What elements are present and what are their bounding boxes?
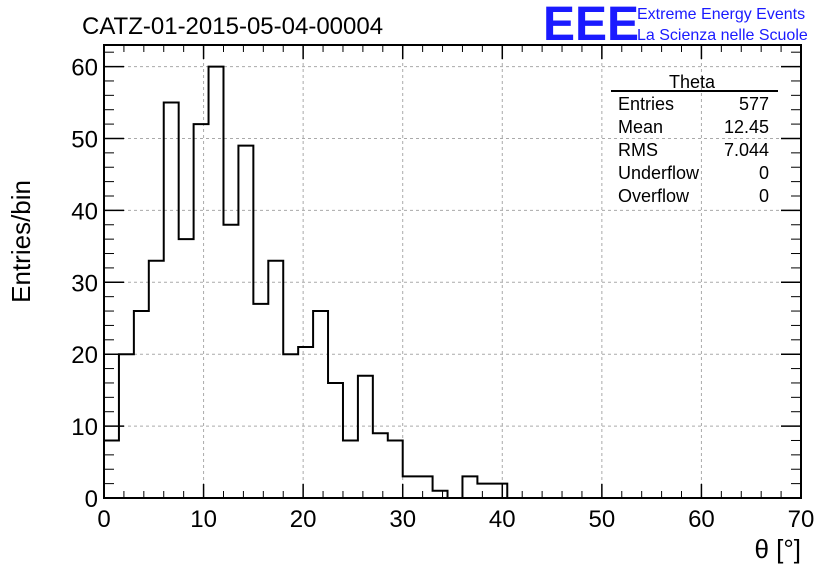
x-tick-label: 10 — [190, 506, 217, 533]
x-tick-label: 20 — [290, 506, 317, 533]
histogram-bin — [253, 304, 268, 498]
x-tick-label: 60 — [688, 506, 715, 533]
x-axis-title: θ [°] — [754, 534, 801, 564]
stats-row-label: Underflow — [618, 163, 700, 183]
x-tick-label: 0 — [97, 506, 110, 533]
histogram-bin — [149, 261, 164, 498]
histogram-bin — [388, 440, 403, 498]
y-tick-label: 0 — [85, 486, 98, 513]
stats-row-value: 12.45 — [724, 117, 769, 137]
histogram-bin — [328, 383, 343, 498]
histogram-bin — [194, 124, 209, 498]
stats-row-value: 0 — [759, 163, 769, 183]
histogram-bin — [373, 433, 388, 498]
histogram-bin — [343, 440, 358, 498]
stats-rows: Entries 577 Mean 12.45 RMS 7.044 Underflow 0 Ove… — [618, 94, 769, 206]
y-tick-label: 10 — [71, 414, 98, 441]
logo-line1: Extreme Energy Events — [637, 6, 805, 23]
y-axis-title: Entries/bin — [6, 180, 36, 303]
stats-row-label: Overflow — [618, 186, 690, 206]
x-tick-label: 30 — [389, 506, 416, 533]
y-tick-label: 40 — [71, 198, 98, 225]
stats-row-label: Mean — [618, 117, 663, 137]
histogram-bin — [492, 484, 507, 498]
y-tick-label: 30 — [71, 270, 98, 297]
stats-row-label: RMS — [618, 140, 658, 160]
histogram-bin — [209, 67, 224, 498]
histogram-bin — [358, 376, 373, 498]
histogram-bars — [104, 65, 509, 499]
stats-row-value: 577 — [739, 94, 769, 114]
histogram-bin — [298, 347, 313, 498]
histogram-bin — [164, 103, 179, 498]
histogram-bin — [433, 491, 448, 498]
histogram-bin — [477, 484, 492, 498]
x-tick-labels: 0 10 20 30 40 50 60 70 — [97, 506, 814, 533]
histogram-bin — [462, 476, 477, 498]
histogram-outline — [104, 65, 509, 499]
histogram-bin — [134, 311, 149, 498]
plot-frame — [103, 44, 802, 499]
y-tick-label: 20 — [71, 342, 98, 369]
x-tick-label: 50 — [589, 506, 616, 533]
stats-row-value: 7.044 — [724, 140, 769, 160]
y-tick-label: 50 — [71, 126, 98, 153]
histogram-bin — [223, 225, 238, 498]
x-tick-label: 40 — [489, 506, 516, 533]
logo-mark: EEE — [543, 0, 639, 51]
y-tick-labels: 0 10 20 30 40 50 60 — [71, 55, 98, 513]
eee-logo: EEE Extreme Energy Events La Scienza nel… — [543, 0, 808, 51]
logo-line2: La Scienza nelle Scuole — [637, 27, 808, 44]
histogram-bin — [268, 261, 283, 498]
x-tick-label: 70 — [788, 506, 815, 533]
histogram-bin — [418, 476, 433, 498]
y-tick-label: 60 — [71, 55, 98, 82]
stats-row-label: Entries — [618, 94, 674, 114]
chart-title: CATZ-01-2015-05-04-00004 — [82, 13, 383, 40]
histogram-bin — [238, 146, 253, 498]
stats-title: Theta — [669, 72, 716, 92]
histogram-bin — [179, 239, 194, 498]
stats-row-value: 0 — [759, 186, 769, 206]
histogram-bin — [403, 476, 418, 498]
histogram-bin — [313, 311, 328, 498]
stats-box: Theta Entries 577 Mean 12.45 RMS 7.044 Underfl… — [611, 72, 778, 206]
